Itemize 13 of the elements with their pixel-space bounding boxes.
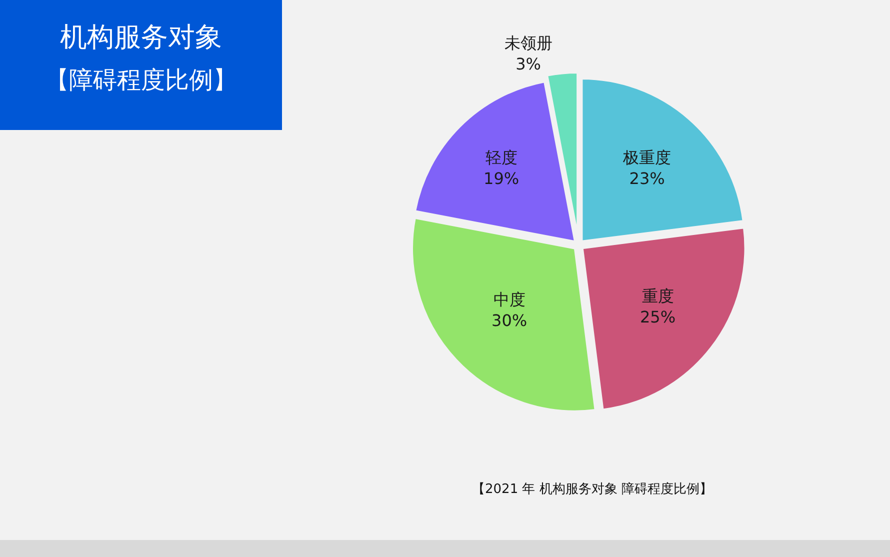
data-label: 23% <box>629 168 665 188</box>
data-label: 25% <box>640 307 676 326</box>
slice-label: 重度 <box>642 286 674 306</box>
text: 【2021 年 机构服务对象 障碍程度比例】 <box>472 481 712 497</box>
slice-label: 未领册 <box>504 34 552 53</box>
slice-label: 极重度 <box>622 148 672 167</box>
text: 【障碍程度比例】 <box>45 66 237 94</box>
data-label: 3% <box>516 54 541 74</box>
data-label: 19% <box>484 168 520 188</box>
slice-label: 中度 <box>493 290 526 310</box>
data-label: 30% <box>492 310 528 330</box>
text: 机构服务对象 <box>60 22 222 53</box>
slice-label: 轻度 <box>485 148 518 167</box>
